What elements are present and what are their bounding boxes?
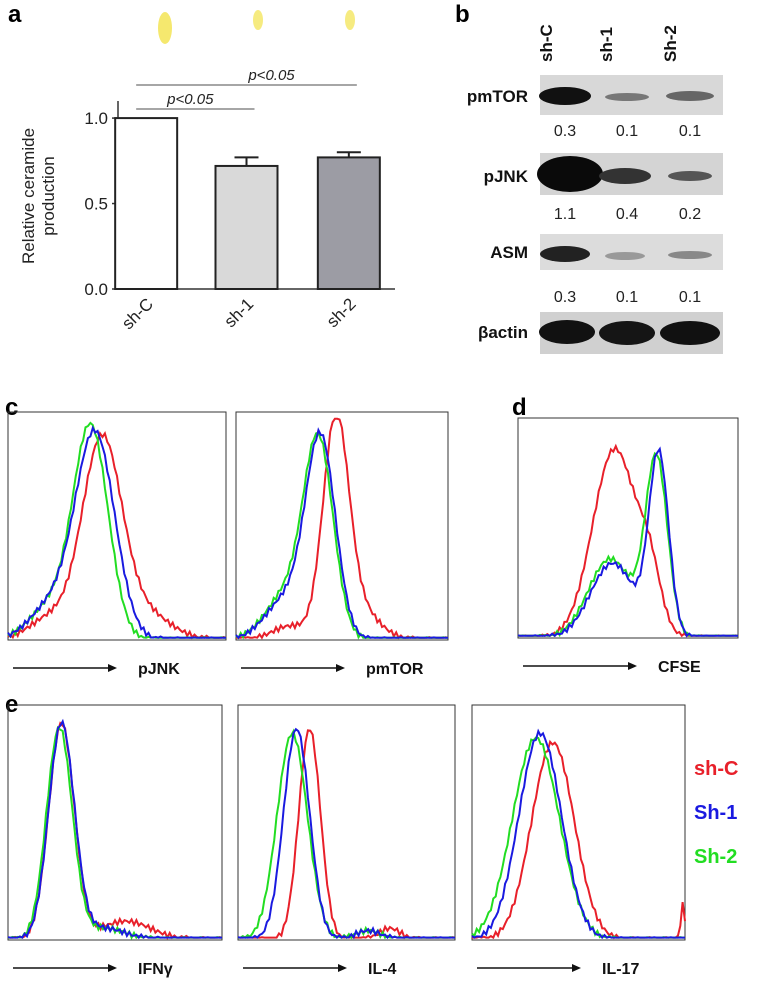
- histogram-curve: [518, 451, 738, 638]
- decor-blob: [345, 10, 355, 30]
- histogram-frame: [7, 704, 223, 941]
- histogram-x-label: IL-4: [368, 961, 397, 978]
- legend-entry: sh-C: [694, 758, 738, 780]
- panel-letter: d: [512, 394, 527, 421]
- histogram-frame: [517, 417, 739, 639]
- densitometry-value: 0.1: [616, 289, 638, 306]
- decor-blob: [158, 12, 172, 44]
- histogram-curve: [518, 443, 739, 638]
- densitometry-value: 0.4: [616, 206, 638, 223]
- blot-column-header: Sh-2: [661, 25, 680, 62]
- densitometry-value: 0.1: [679, 123, 701, 140]
- histogram-curve: [235, 427, 448, 640]
- histogram-curve: [472, 739, 686, 940]
- histogram-curve: [471, 728, 685, 940]
- histogram-curve: [8, 725, 222, 941]
- densitometry-value: 0.3: [554, 123, 576, 140]
- histogram-x-label: pmTOR: [366, 661, 424, 678]
- histogram-curve: [236, 417, 449, 640]
- decor-blob: [253, 10, 263, 30]
- blot-images: [537, 75, 723, 354]
- densitometry-value: 1.1: [554, 206, 576, 223]
- y-axis-label: Relative ceramide production: [19, 127, 58, 265]
- blot-row-label: βactin: [478, 323, 528, 342]
- densitometry-value: 0.2: [679, 206, 701, 223]
- axis-arrowhead: [338, 964, 347, 972]
- histogram-curve: [8, 721, 223, 940]
- axis-arrowhead: [572, 964, 581, 972]
- legend-entry: Sh-1: [694, 802, 737, 824]
- blot-row-label: ASM: [490, 243, 528, 262]
- significance-label: p<0.05: [247, 67, 295, 84]
- histogram-frame: [7, 411, 227, 641]
- histogram-curve: [7, 430, 227, 640]
- x-tick-label: sh-C: [118, 294, 157, 333]
- blot-row-label: pJNK: [484, 167, 529, 186]
- blot-row-label: pmTOR: [467, 87, 528, 106]
- y-tick-label: 1.0: [84, 109, 108, 128]
- axis-arrowhead: [628, 662, 637, 670]
- densitometry-value: 0.1: [616, 123, 638, 140]
- axis-arrowhead: [108, 964, 117, 972]
- bar: [114, 117, 179, 290]
- y-tick-label: 0.5: [84, 195, 108, 214]
- axis-arrowhead: [108, 664, 117, 672]
- panel-letter: c: [5, 394, 18, 421]
- histogram-x-label: CFSE: [658, 659, 701, 676]
- densitometry-value: 0.1: [679, 289, 701, 306]
- bar: [316, 156, 381, 290]
- x-tick-label: sh-2: [323, 294, 360, 331]
- histogram-curve: [235, 431, 448, 640]
- histogram-curve: [237, 727, 455, 940]
- legend-entry: Sh-2: [694, 846, 737, 868]
- y-tick-label: 0.0: [84, 280, 108, 299]
- panel-letter: a: [8, 1, 22, 28]
- densitometry-value: 0.3: [554, 289, 576, 306]
- blot-column-header: sh-1: [597, 27, 616, 62]
- histogram-curve: [517, 446, 738, 638]
- histogram-x-label: IFNγ: [138, 961, 173, 978]
- histogram-frame: [235, 411, 449, 641]
- histogram-x-label: IL-17: [602, 961, 639, 978]
- bar: [214, 164, 279, 290]
- blot-column-header: sh-C: [537, 24, 556, 62]
- panel-letter: b: [455, 1, 470, 28]
- x-tick-label: sh-1: [221, 294, 258, 331]
- histogram-frame: [237, 704, 456, 941]
- histogram-curve: [7, 718, 222, 940]
- significance-label: p<0.05: [166, 91, 214, 108]
- axis-arrowhead: [336, 664, 345, 672]
- histogram-x-label: pJNK: [138, 661, 180, 678]
- histogram-curve: [7, 425, 226, 639]
- histogram-frame: [471, 704, 686, 941]
